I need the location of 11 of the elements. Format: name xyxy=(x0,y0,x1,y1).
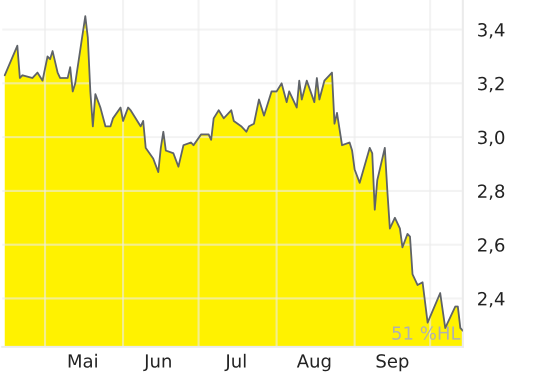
y-tick-label: 3,2 xyxy=(478,76,504,92)
x-tick-label: Jul xyxy=(224,354,246,372)
x-tick-label: Mai xyxy=(68,354,97,368)
y-tick-label: 2,6 xyxy=(478,238,504,254)
y-tick-label: 2,4 xyxy=(478,292,504,308)
y-tick-label: 3,4 xyxy=(478,23,504,39)
x-tick-label: Jun xyxy=(143,354,171,372)
x-tick-label: Sep xyxy=(376,354,408,372)
y-tick-label: 2,8 xyxy=(478,184,504,200)
y-tick-label: 3,0 xyxy=(478,130,504,146)
x-tick-label: Aug xyxy=(296,354,330,372)
